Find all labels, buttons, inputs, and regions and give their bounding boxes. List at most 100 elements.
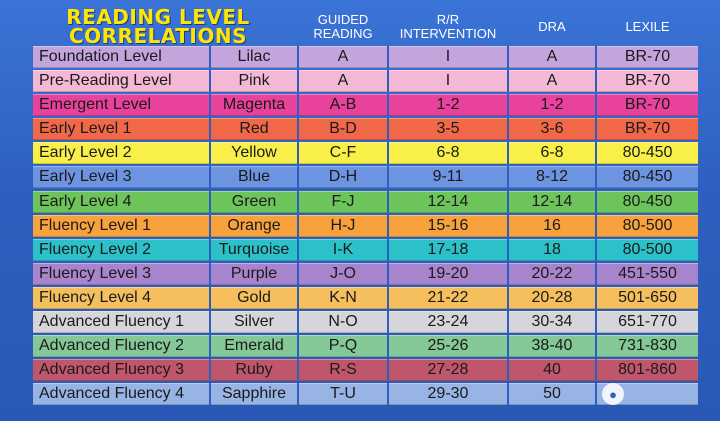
cell-guided-reading: J-O (330, 264, 356, 282)
cell-level: Fluency Level 3 (39, 264, 152, 282)
column-divider (595, 359, 597, 382)
column-divider (209, 359, 211, 382)
cell-lexile: 451-550 (618, 264, 677, 282)
cell-dra: 12-14 (531, 192, 573, 210)
header-guided-line-2: READING (313, 26, 373, 41)
column-divider (387, 190, 389, 213)
header-guided-line-1: GUIDED (317, 12, 369, 27)
cell-color: Orange (227, 216, 281, 234)
cell-color: Yellow (231, 144, 277, 162)
cell-color: Turquoise (218, 240, 290, 258)
title-line-1: READING LEVEL (66, 5, 250, 29)
cell-level: Fluency Level 1 (39, 216, 152, 234)
cell-level: Emergent Level (39, 96, 152, 114)
cell-rr-intervention: 29-30 (427, 385, 469, 403)
cell-color: Purple (230, 264, 278, 282)
column-divider (507, 311, 509, 334)
cell-color: Sapphire (221, 385, 287, 403)
cell-guided-reading: R-S (329, 361, 357, 379)
column-divider (209, 142, 211, 165)
column-divider (595, 190, 597, 213)
cell-dra: 6-8 (540, 144, 564, 162)
cell-guided-reading: N-O (328, 313, 358, 331)
column-divider (387, 286, 389, 309)
cell-guided-reading: B-D (329, 120, 357, 138)
column-divider (507, 142, 509, 165)
cell-dra: A (546, 48, 558, 65)
column-divider (507, 383, 509, 406)
cell-lexile: 80-500 (622, 240, 673, 258)
cell-guided-reading: D-H (328, 168, 358, 186)
column-divider (387, 383, 389, 406)
column-divider (297, 238, 299, 261)
cell-dra: 50 (543, 385, 561, 403)
column-divider (595, 335, 597, 358)
cell-dra: 1-2 (540, 96, 564, 114)
level-table: Foundation Level Lilac A I A BR-70 Pre-Reading… (33, 46, 698, 407)
cell-level: Early Level 1 (39, 120, 132, 138)
table-row: Early Level 3 Blue D-H 9-11 8-12 80-450 (33, 166, 698, 189)
cell-level: Advanced Fluency 2 (39, 337, 184, 355)
column-divider (387, 166, 389, 189)
chat-bubble-icon: ● (602, 383, 624, 405)
header-rr-intervention: R/R INTERVENTION (389, 12, 507, 42)
cell-guided-reading: K-N (329, 288, 357, 306)
column-divider (297, 118, 299, 141)
column-divider (209, 383, 211, 406)
cell-lexile: 801-860 (618, 361, 677, 379)
cell-rr-intervention: 9-11 (432, 168, 464, 186)
column-divider (595, 166, 597, 189)
table-row: Foundation Level Lilac A I A BR-70 (33, 46, 698, 68)
cell-level: Fluency Level 4 (39, 288, 152, 306)
cell-rr-intervention: I (445, 72, 451, 90)
column-divider (297, 262, 299, 285)
cell-color: Ruby (235, 361, 273, 379)
cell-lexile: 731-830 (618, 337, 677, 355)
cell-rr-intervention: 19-20 (427, 264, 469, 282)
cell-guided-reading: P-Q (328, 337, 358, 355)
column-divider (507, 335, 509, 358)
column-divider (209, 166, 211, 189)
column-divider (387, 214, 389, 237)
header-dra: DRA (538, 19, 566, 34)
column-divider (297, 190, 299, 213)
column-divider (507, 94, 509, 117)
cell-rr-intervention: 25-26 (427, 337, 469, 355)
cell-guided-reading: A (337, 48, 349, 65)
cell-lexile: BR-70 (624, 120, 671, 138)
title-line-2: CORRELATIONS (68, 24, 248, 48)
cell-rr-intervention: 23-24 (427, 313, 469, 331)
cell-dra: 20-22 (531, 264, 573, 282)
cell-color: Green (231, 192, 277, 210)
cell-dra: 20-28 (531, 288, 573, 306)
table-row: Emergent Level Magenta A-B 1-2 1-2 BR-70 (33, 94, 698, 117)
cell-dra: 16 (543, 216, 561, 234)
column-divider (507, 166, 509, 189)
cell-level: Fluency Level 2 (39, 240, 152, 258)
table-row: Early Level 1 Red B-D 3-5 3-6 BR-70 (33, 118, 698, 141)
cell-color: Gold (237, 288, 271, 306)
column-divider (209, 46, 211, 68)
cell-color: Silver (233, 313, 274, 331)
table-row: Advanced Fluency 3 Ruby R-S 27-28 40 801-860 (33, 359, 698, 382)
table-row: Early Level 4 Green F-J 12-14 12-14 80-450 (33, 190, 698, 213)
column-divider (507, 70, 509, 93)
cell-rr-intervention: 3-5 (436, 120, 460, 138)
column-divider (595, 262, 597, 285)
column-divider (507, 46, 509, 68)
cell-rr-intervention: 6-8 (436, 144, 460, 162)
cell-dra: 40 (543, 361, 561, 379)
column-divider (387, 70, 389, 93)
column-divider (595, 142, 597, 165)
table-row: Fluency Level 4 Gold K-N 21-22 20-28 501-650 (33, 286, 698, 309)
column-divider (297, 286, 299, 309)
column-divider (297, 383, 299, 406)
column-divider (507, 214, 509, 237)
cell-level: Advanced Fluency 1 (39, 313, 184, 331)
column-divider (507, 359, 509, 382)
column-divider (507, 238, 509, 261)
column-divider (209, 311, 211, 334)
header-rr-line-2: INTERVENTION (399, 26, 497, 41)
cell-guided-reading: H-J (330, 216, 356, 234)
column-divider (387, 118, 389, 141)
